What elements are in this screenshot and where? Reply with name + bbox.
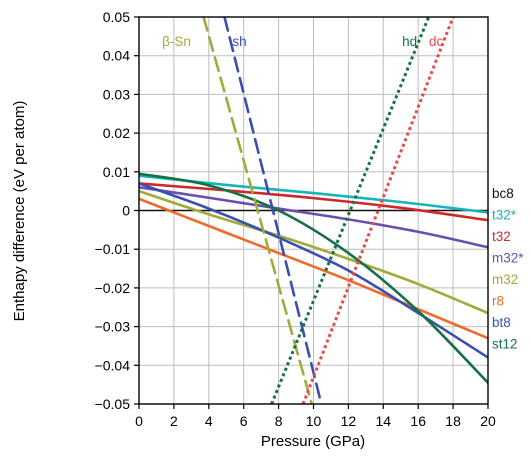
y-tick-label: −0.01 bbox=[95, 241, 131, 257]
x-tick-label: 18 bbox=[445, 413, 461, 429]
series-labels: bc8 t32* t32 m32* m32 r8 bt8 st12 β-Sn sh hd dc bbox=[162, 34, 524, 352]
series-layer bbox=[139, 17, 488, 404]
y-axis-ticks: −0.05 −0.04 −0.03 −0.02 −0.01 0 0.01 0.02 0.03 0.… bbox=[95, 9, 139, 412]
series-line-m32-star bbox=[139, 185, 488, 249]
series-line-st12 bbox=[139, 172, 488, 385]
x-tick-label: 16 bbox=[410, 413, 426, 429]
series-label-r8: r8 bbox=[492, 294, 504, 309]
series-label-m32: m32 bbox=[492, 272, 518, 287]
y-tick-label: −0.04 bbox=[95, 357, 131, 373]
series-label-t32: t32 bbox=[492, 229, 511, 244]
x-tick-label: 14 bbox=[376, 413, 392, 429]
series-line-t32 bbox=[139, 182, 488, 222]
y-tick-label: 0.02 bbox=[103, 125, 130, 141]
x-tick-label: 2 bbox=[170, 413, 178, 429]
series-label-t32-star: t32* bbox=[492, 208, 517, 223]
series-label-sh: sh bbox=[232, 34, 246, 49]
series-label-st12: st12 bbox=[492, 337, 518, 352]
x-tick-label: 12 bbox=[341, 413, 357, 429]
y-tick-label: −0.03 bbox=[95, 319, 131, 335]
y-tick-label: −0.05 bbox=[95, 396, 131, 412]
y-tick-label: 0.05 bbox=[103, 9, 130, 25]
series-label-m32-star: m32* bbox=[492, 251, 524, 266]
x-tick-label: 10 bbox=[306, 413, 322, 429]
series-line-beta-sn bbox=[202, 17, 314, 404]
x-axis-title: Pressure (GPa) bbox=[261, 433, 365, 450]
x-tick-label: 0 bbox=[135, 413, 143, 429]
series-label-dc: dc bbox=[429, 34, 444, 49]
x-tick-label: 8 bbox=[275, 413, 283, 429]
y-axis-title: Enthapy difference (eV per atom) bbox=[11, 101, 28, 322]
series-label-bt8: bt8 bbox=[492, 315, 511, 330]
y-tick-label: 0.03 bbox=[103, 86, 130, 102]
y-tick-label: −0.02 bbox=[95, 280, 131, 296]
x-tick-label: 6 bbox=[240, 413, 248, 429]
x-tick-label: 4 bbox=[205, 413, 213, 429]
series-line-hd bbox=[270, 17, 431, 404]
series-label-hd: hd bbox=[402, 34, 417, 49]
series-line-m32 bbox=[139, 189, 488, 315]
series-label-beta-sn: β-Sn bbox=[162, 34, 191, 49]
y-tick-label: 0.01 bbox=[103, 164, 130, 180]
y-tick-label: 0.04 bbox=[103, 48, 130, 64]
y-tick-label: 0 bbox=[122, 203, 130, 219]
x-axis-ticks: 0 2 4 6 8 10 12 14 16 18 20 bbox=[135, 404, 496, 429]
series-line-r8 bbox=[139, 197, 488, 340]
series-label-bc8: bc8 bbox=[492, 186, 514, 201]
series-line-sh bbox=[223, 17, 323, 404]
x-tick-label: 20 bbox=[480, 413, 496, 429]
